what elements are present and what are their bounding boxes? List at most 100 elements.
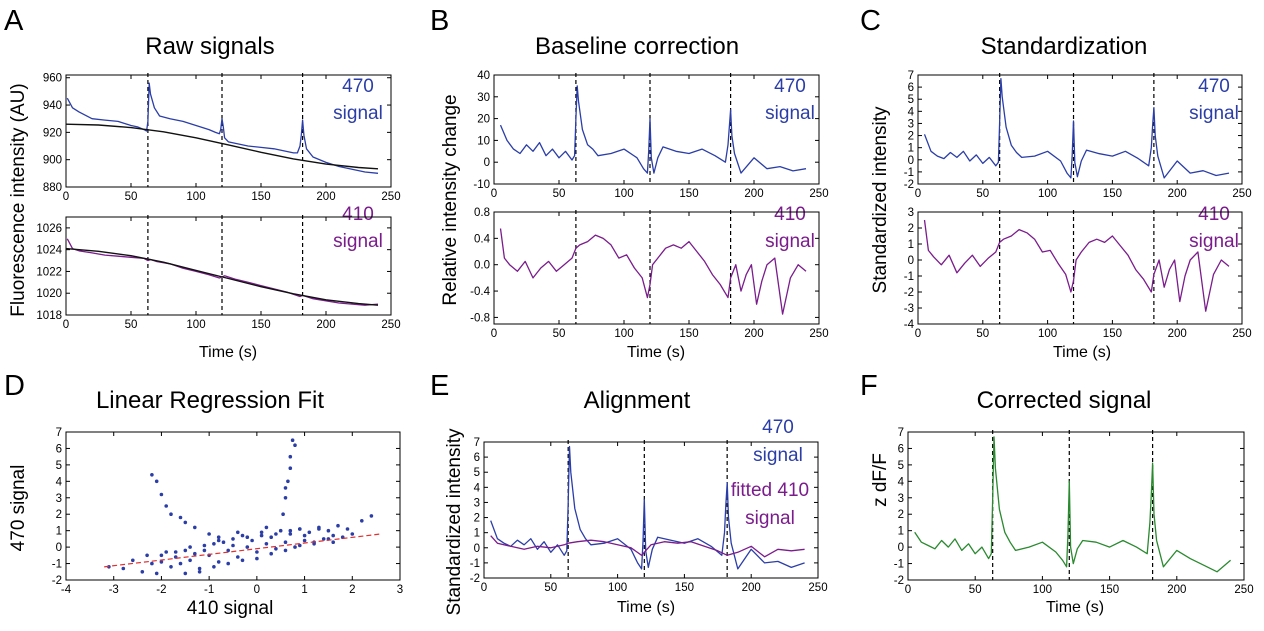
y-tick-label-B1: 40 [477,70,490,82]
x-tick-label-A2: 50 [125,319,138,331]
scatter-point [150,473,154,477]
legend-c2-line1: 410 [1198,204,1230,225]
x-tick-label-C2: 100 [1038,328,1057,340]
panel-letter-b: B [430,5,449,37]
y-tick-label-C2: -2 [904,287,914,299]
scatter-point [193,525,197,530]
plot-frame-B2 [493,211,820,325]
scatter-point [317,527,321,531]
y-tick-label-C2: 2 [908,223,914,235]
scatter-point [336,523,340,528]
y-tick-label-D: 5 [56,460,62,472]
x-tick-label-C1: 50 [976,188,989,200]
panel-letter-f: F [860,370,878,402]
title-raw-signals: Raw signals [145,33,274,60]
scatter-point [326,528,331,533]
scatter-point [288,528,293,533]
y-tick-label-E: -2 [470,573,480,585]
series-line-E-fitted-410-signal [490,535,805,558]
y-tick-label-E: 4 [474,482,481,494]
x-tick-label-F: 100 [1033,584,1052,596]
x-tick-label-D: -1 [204,584,214,596]
series-line-A2-410-fit [65,247,379,306]
scatter-point [269,551,274,556]
y-tick-label-D: -1 [52,559,62,571]
x-tick-label-C2: 50 [976,328,989,340]
y-tick-label-B1: 30 [477,92,490,104]
scatter-point [245,535,250,539]
x-tick-label-B2: 200 [744,328,763,340]
scatter-point [226,561,230,566]
y-tick-label-D: 7 [56,427,62,439]
y-tick-label-B2: 0.0 [474,260,490,272]
x-tick-label-C1: 100 [1038,188,1057,200]
title-standardization: Standardization [981,33,1148,60]
scatter-point [274,532,278,536]
x-tick-label-C2: 0 [915,328,921,340]
y-tick-label-A2: 1020 [36,288,62,300]
scatter-point [360,519,364,523]
legend-b2-line1: 410 [774,204,806,225]
y-tick-label-A1: 880 [43,182,62,194]
x-tick-label-B1: 0 [491,188,497,200]
legend-e-410-line1: fitted 410 [731,480,809,501]
scatter-point [183,520,188,525]
y-tick-label-F: 3 [898,493,904,505]
y-tick-label-B2: 0.4 [474,233,491,245]
x-tick-label-C1: 200 [1168,188,1187,200]
scatter-point [255,550,259,554]
y-tick-label-D: 4 [56,476,63,488]
y-tick-label-E: 7 [474,437,480,449]
x-tick-label-B1: 100 [614,188,633,200]
ylabel-a: Fluorescence intensity (AU) [8,83,29,316]
x-tick-label-E: 200 [742,582,761,594]
scatter-point [278,528,283,533]
scatter-point [197,570,202,574]
x-tick-label-E: 0 [481,582,487,594]
scatter-point [236,530,240,535]
scatter-point [216,535,221,539]
x-tick-label-F: 200 [1167,584,1186,596]
y-tick-label-E: 5 [474,467,480,479]
scatter-point [281,512,285,516]
scatter-point [202,548,207,553]
y-tick-label-F: 5 [898,460,904,472]
legend-c2-line2: signal [1189,231,1239,252]
y-tick-label-C1: 1 [908,143,914,155]
series-line-C2-410-z-scored [923,219,1230,312]
y-tick-label-E: -1 [470,558,480,570]
scatter-point [154,479,159,484]
scatter-point [188,545,192,549]
series-line-E-470-signal [490,445,805,570]
y-tick-label-D: 6 [56,443,62,455]
plot-frame-C2 [917,211,1243,325]
scatter-point [350,532,355,536]
scatter-point [212,542,216,546]
scatter-point [188,558,192,563]
scatter-point [283,548,288,553]
x-tick-label-B2: 100 [614,328,633,340]
y-tick-label-D: -2 [52,575,62,587]
scatter-point [288,466,293,471]
x-tick-label-D: 2 [349,584,355,596]
y-tick-label-F: -2 [894,575,904,587]
x-tick-label-A1: 200 [316,191,335,203]
scatter-point [197,566,202,571]
legend-a1-line2: signal [333,103,383,124]
scatter-point [283,496,288,500]
x-tick-label-A2: 100 [186,319,205,331]
y-tick-label-B1: 10 [477,135,490,147]
y-tick-label-C1: 0 [908,155,914,167]
scatter-point [288,454,293,459]
ylabel-d: 470 signal [8,465,29,552]
scatter-point [331,540,336,544]
ylabel-b: Relative intensity change [440,94,461,305]
x-tick-label-E: 250 [808,582,827,594]
y-tick-label-B2: -0.8 [470,312,490,324]
x-tick-label-B1: 50 [553,188,566,200]
y-tick-label-D: 1 [56,526,62,538]
y-tick-label-A1: 900 [43,155,62,167]
scatter-point [231,537,235,541]
